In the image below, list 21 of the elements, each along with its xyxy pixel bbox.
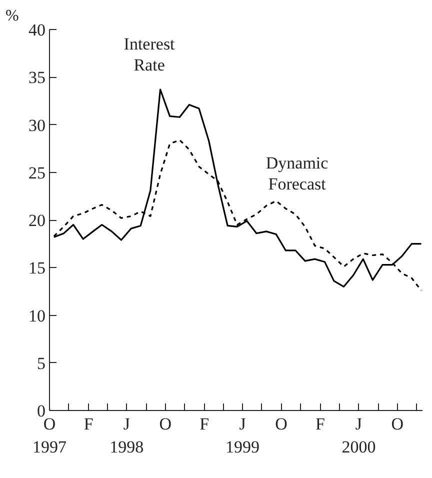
annotation: Interest Rate	[124, 34, 176, 75]
y-tick-label: 25	[28, 163, 46, 182]
x-tick-label: O	[391, 414, 404, 434]
y-tick-label: 15	[28, 258, 46, 278]
y-tick-label: 5	[37, 354, 46, 373]
x-tick-label: J 1998	[110, 414, 144, 456]
x-tick-label: O	[159, 414, 172, 434]
y-tick-label: 0	[37, 402, 46, 420]
annotation: Dynamic Forecast	[266, 154, 329, 194]
x-tick-label: J 1999	[226, 414, 260, 456]
x-tick-label: O	[275, 414, 288, 434]
y-tick-label: 40	[28, 20, 46, 40]
y-tick-label: 35	[28, 68, 46, 88]
y-tick-label: 20	[28, 211, 46, 230]
x-tick-label: F	[316, 414, 326, 434]
y-tick-label: 30	[28, 116, 46, 135]
y-axis-title: %	[6, 8, 19, 24]
y-tick-label: 10	[28, 306, 46, 326]
x-tick-label: J 2000	[342, 414, 376, 456]
x-tick-label: F	[200, 414, 210, 434]
x-tick-label: F	[84, 414, 94, 434]
